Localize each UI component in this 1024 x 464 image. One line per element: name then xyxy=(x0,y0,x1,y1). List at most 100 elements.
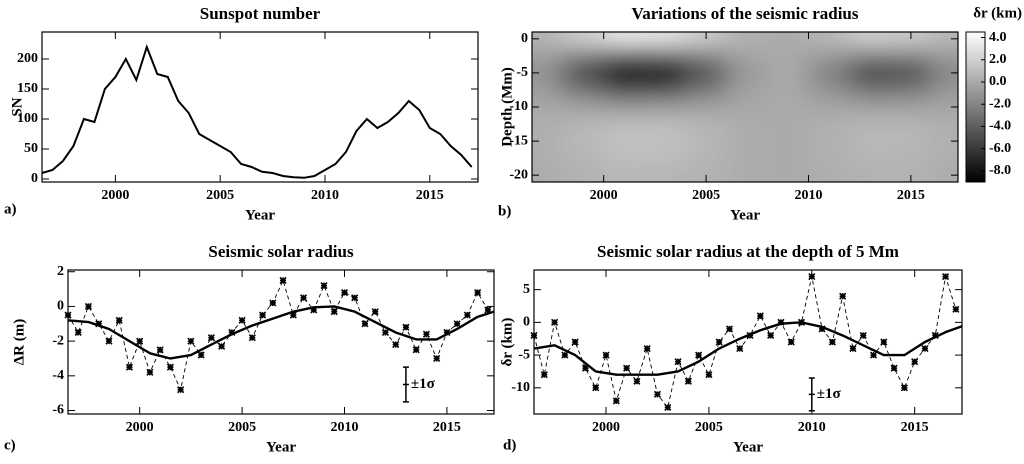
heatmap-cell xyxy=(808,132,850,151)
heatmap-cell xyxy=(931,81,958,99)
data-point xyxy=(777,318,785,326)
panel: ±1σ 2000 2005 2010 2015 -6 -4 -2 0 2 Seismic solar… xyxy=(4,242,495,455)
colorbar-tick-label: 4.0 xyxy=(989,30,1007,45)
y-tick-label: 0 xyxy=(521,31,528,46)
heatmap-cell xyxy=(603,32,646,48)
heatmap-cell xyxy=(808,47,850,65)
data-point xyxy=(136,337,144,345)
heatmap-cell xyxy=(767,98,809,117)
data-point xyxy=(340,288,349,297)
heatmap-cell xyxy=(849,64,891,82)
heatmap-cell xyxy=(849,81,891,99)
data-point xyxy=(736,344,744,353)
data-point xyxy=(767,331,775,340)
heatmap-cell xyxy=(890,132,932,151)
heatmap-cell xyxy=(685,32,728,48)
heatmap-cell xyxy=(562,115,605,134)
heatmap-cell xyxy=(603,166,646,182)
x-tick-label: 2015 xyxy=(416,188,444,203)
panel-label: b) xyxy=(498,203,511,219)
data-point xyxy=(828,338,836,346)
heatmap-cell xyxy=(767,64,809,82)
data-point xyxy=(900,384,908,392)
panel-label: c) xyxy=(4,437,16,453)
heatmap-cell xyxy=(603,98,646,117)
data-point xyxy=(381,328,390,337)
error-bar-label: ±1σ xyxy=(817,386,842,402)
x-tick-label: 2015 xyxy=(433,420,461,435)
x-tick-label: 2005 xyxy=(206,188,234,203)
data-point xyxy=(890,364,898,372)
panel: 2000 2005 2010 2015 0 50 100 150 200 Sunspot numb… xyxy=(4,4,479,223)
data-point xyxy=(392,341,400,349)
data-point xyxy=(228,328,236,337)
data-point xyxy=(361,320,369,328)
data-point xyxy=(581,364,590,372)
heatmap-cell xyxy=(562,32,605,48)
y-tick-label: 150 xyxy=(17,81,38,96)
heatmap-cell xyxy=(562,64,605,82)
data-point xyxy=(146,368,154,376)
heatmap-cell xyxy=(767,47,809,65)
x-tick-label: 2010 xyxy=(798,420,826,435)
y-tick-label: 0 xyxy=(31,171,38,186)
y-tick-label: 100 xyxy=(17,111,38,126)
heatmap-cell xyxy=(603,81,646,99)
heatmap xyxy=(532,32,958,182)
y-tick-label: -6 xyxy=(52,403,64,418)
colorbar-tick-label: -4.0 xyxy=(989,119,1011,134)
x-tick-label: 2005 xyxy=(695,420,723,435)
heatmap-cell xyxy=(808,115,850,134)
data-point xyxy=(177,386,185,394)
heatmap-cell xyxy=(767,149,809,168)
chart-title: Sunspot number xyxy=(200,4,321,23)
heatmap-cell xyxy=(890,166,932,182)
x-tick-label: 2000 xyxy=(590,188,618,203)
heatmap-cell xyxy=(849,149,891,168)
heatmap-cell xyxy=(931,115,958,134)
heatmap-cell xyxy=(532,32,564,48)
data-point xyxy=(320,282,328,290)
fit-curve xyxy=(533,321,963,376)
heatmap-cell xyxy=(562,81,605,99)
data-point xyxy=(402,323,410,331)
x-tick-label: 2005 xyxy=(692,188,720,203)
heatmap-cell xyxy=(685,132,728,151)
data-point xyxy=(166,363,174,371)
y-tick-label: -2 xyxy=(52,333,64,348)
heatmap-cell xyxy=(644,149,687,168)
data-point xyxy=(484,306,492,314)
data-point xyxy=(463,311,471,319)
data-point xyxy=(433,354,441,363)
y-axis-label: Depth (Mm) xyxy=(499,67,515,147)
data-point xyxy=(187,337,195,345)
heatmap-cell xyxy=(726,98,769,117)
heatmap-cell xyxy=(931,64,958,82)
colorbar-label: δr (km) xyxy=(973,5,1022,21)
data-point xyxy=(643,344,651,353)
x-tick-label: 2005 xyxy=(228,420,256,435)
heatmap-cell xyxy=(644,32,687,48)
heatmap-cell xyxy=(603,132,646,151)
data-point xyxy=(74,328,82,337)
x-axis-label: Year xyxy=(730,207,760,223)
heatmap-cell xyxy=(685,149,728,168)
heatmap-cell xyxy=(849,32,891,48)
heatmap-cell xyxy=(767,166,809,182)
heatmap-cell xyxy=(562,132,605,151)
x-tick-label: 2015 xyxy=(897,188,925,203)
x-tick-label: 2010 xyxy=(330,420,358,435)
data-point xyxy=(571,338,579,346)
data-point xyxy=(412,346,420,354)
data-point xyxy=(695,351,703,359)
plot-frame xyxy=(41,31,479,183)
heatmap-cell xyxy=(644,98,687,117)
y-tick-label: -10 xyxy=(511,380,530,395)
data-point xyxy=(443,328,451,337)
y-axis-label: SN xyxy=(9,97,25,116)
data-point xyxy=(725,325,734,333)
heatmap-cell xyxy=(603,115,646,134)
data-point xyxy=(859,331,867,340)
data-point xyxy=(684,377,692,385)
y-tick-label: -5 xyxy=(518,347,530,362)
